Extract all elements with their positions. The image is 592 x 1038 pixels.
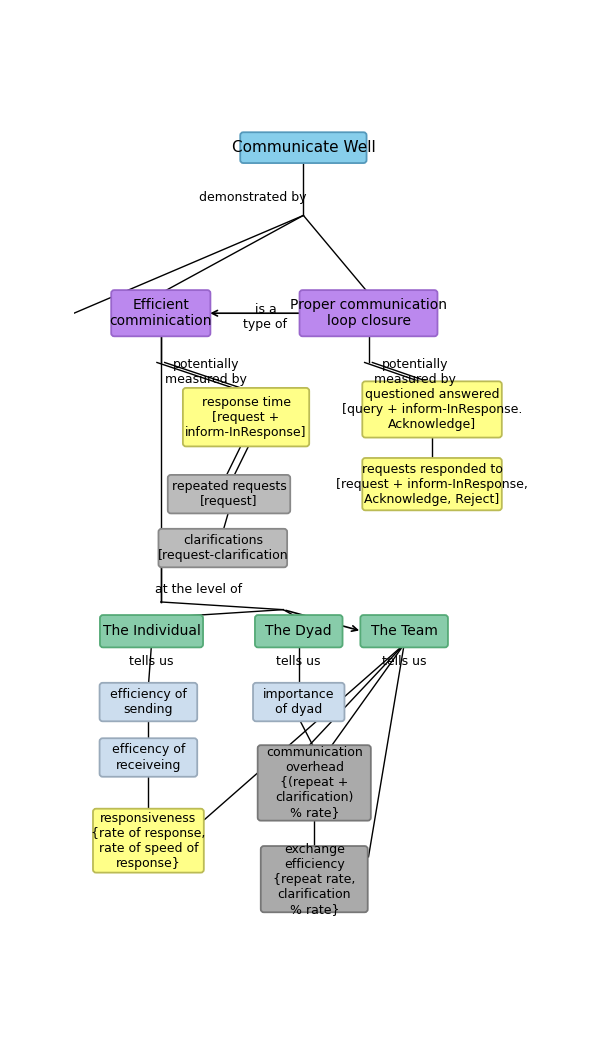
FancyBboxPatch shape (99, 738, 197, 776)
FancyBboxPatch shape (240, 132, 366, 163)
Text: communication
overhead
{(repeat +
clarification)
% rate}: communication overhead {(repeat + clarif… (266, 746, 363, 819)
FancyBboxPatch shape (159, 528, 287, 568)
Text: The Dyad: The Dyad (265, 624, 332, 638)
FancyBboxPatch shape (300, 290, 437, 336)
FancyBboxPatch shape (258, 745, 371, 821)
Text: tells us: tells us (382, 655, 426, 667)
Text: efficency of
receiveing: efficency of receiveing (112, 743, 185, 771)
Text: responsiveness
{rate of response,
rate of speed of
response}: responsiveness {rate of response, rate o… (91, 812, 205, 870)
Text: at the level of: at the level of (155, 583, 243, 596)
FancyBboxPatch shape (362, 381, 502, 438)
Text: clarifications
[request-clarification: clarifications [request-clarification (157, 535, 288, 562)
Text: questioned answered
[query + inform-InResponse.
Acknowledge]: questioned answered [query + inform-InRe… (342, 388, 522, 431)
Text: tells us: tells us (276, 655, 321, 667)
Text: demonstrated by: demonstrated by (198, 191, 306, 204)
Text: Proper communication
loop closure: Proper communication loop closure (290, 298, 447, 328)
FancyBboxPatch shape (362, 458, 502, 511)
Text: Efficient
comminication: Efficient comminication (110, 298, 212, 328)
Text: Communicate Well: Communicate Well (231, 140, 375, 155)
Text: efficiency of
sending: efficiency of sending (110, 688, 187, 716)
Text: The Individual: The Individual (102, 624, 201, 638)
FancyBboxPatch shape (99, 683, 197, 721)
FancyBboxPatch shape (168, 475, 290, 514)
Text: exchange
efficiency
{repeat rate,
clarification
% rate}: exchange efficiency {repeat rate, clarif… (273, 843, 355, 916)
Text: is a
type of: is a type of (243, 303, 288, 331)
Text: tells us: tells us (129, 655, 173, 667)
Text: potentially
measured by: potentially measured by (374, 358, 456, 386)
FancyBboxPatch shape (361, 616, 448, 648)
FancyBboxPatch shape (183, 388, 309, 446)
Text: requests responded to
[request + inform-InResponse,
Acknowledge, Reject]: requests responded to [request + inform-… (336, 463, 528, 506)
FancyBboxPatch shape (255, 616, 343, 648)
Text: importance
of dyad: importance of dyad (263, 688, 334, 716)
Text: repeated requests
[request]: repeated requests [request] (172, 481, 287, 509)
Text: The Team: The Team (371, 624, 437, 638)
FancyBboxPatch shape (93, 809, 204, 873)
FancyBboxPatch shape (100, 616, 203, 648)
FancyBboxPatch shape (111, 290, 210, 336)
Text: potentially
measured by: potentially measured by (165, 358, 247, 386)
FancyBboxPatch shape (253, 683, 345, 721)
Text: response time
[request +
inform-InResponse]: response time [request + inform-InRespon… (185, 395, 307, 439)
FancyBboxPatch shape (260, 846, 368, 912)
